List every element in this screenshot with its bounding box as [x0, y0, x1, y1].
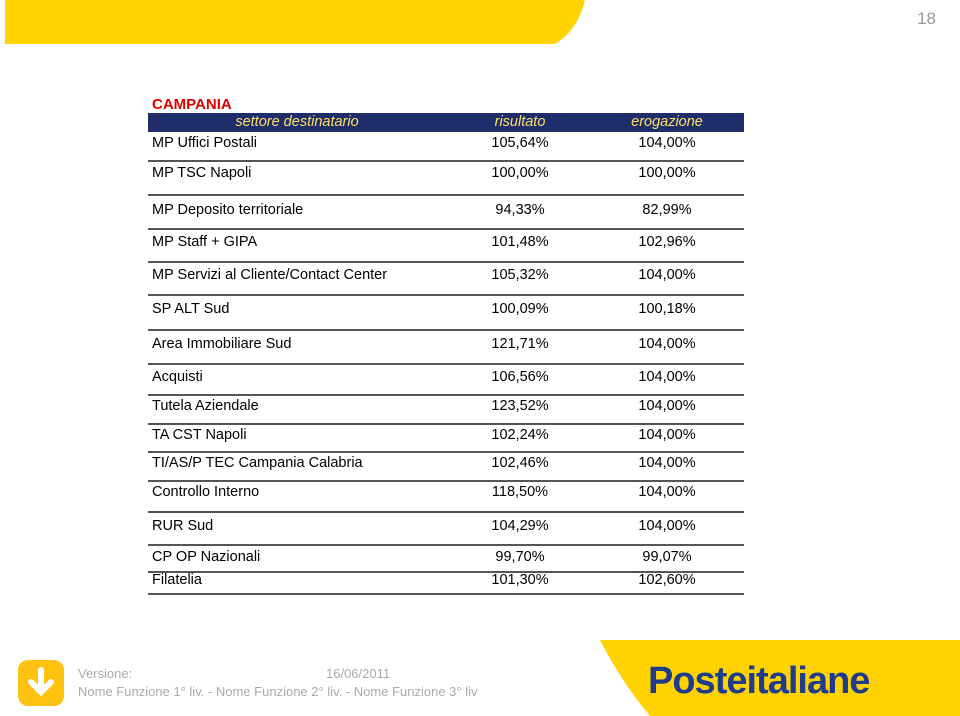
breadcrumb: Nome Funzione 1° liv. - Nome Funzione 2°…: [78, 684, 478, 699]
table-cell: 82,99%: [642, 202, 692, 218]
table-header: [148, 113, 744, 132]
table-cell: 106,56%: [491, 369, 549, 385]
row-separator: [148, 394, 744, 396]
logo: Posteitaliane: [648, 660, 870, 703]
table-cell: 121,71%: [491, 336, 549, 352]
table-cell: 94,33%: [495, 202, 545, 218]
row-separator: [148, 294, 744, 296]
table-cell: CP OP Nazionali: [152, 549, 261, 565]
column-header: risultato: [494, 114, 546, 130]
table-cell: MP Uffici Postali: [152, 135, 258, 151]
row-separator: [148, 544, 744, 546]
column-header: erogazione: [631, 114, 703, 130]
table-cell: 104,00%: [638, 518, 696, 534]
table-cell: 118,50%: [491, 484, 549, 500]
row-separator: [148, 194, 744, 196]
row-separator: [148, 160, 744, 162]
table-cell: 105,64%: [491, 135, 549, 151]
date: 16/06/2011: [326, 666, 391, 681]
row-separator: [148, 329, 744, 331]
table-cell: Acquisti: [152, 369, 203, 385]
table-cell: 104,00%: [638, 369, 696, 385]
table-cell: Tutela Aziendale: [152, 398, 259, 414]
table-cell: MP TSC Napoli: [152, 165, 252, 181]
row-separator: [148, 593, 744, 595]
table-cell: MP Deposito territoriale: [152, 202, 304, 218]
row-separator: [148, 363, 744, 365]
table-cell: 101,30%: [491, 572, 549, 588]
table-cell: Area Immobiliare Sud: [152, 336, 292, 352]
footer-icon: [18, 660, 64, 706]
table-cell: 99,07%: [642, 549, 692, 565]
table-cell: TI/AS/P TEC Campania Calabria: [152, 455, 363, 471]
table-cell: 123,52%: [491, 398, 549, 414]
table-cell: 104,00%: [638, 336, 696, 352]
version-label: Versione:: [78, 666, 133, 681]
table-cell: 104,00%: [638, 427, 696, 443]
column-header: settore destinatario: [235, 114, 359, 130]
table-cell: RUR Sud: [152, 518, 214, 534]
row-separator: [148, 480, 744, 482]
table-cell: 102,24%: [491, 427, 549, 443]
row-separator: [148, 261, 744, 263]
logo-part1: Poste: [648, 660, 747, 702]
logo-part2: italiane: [746, 660, 870, 702]
table-cell: 100,00%: [491, 165, 549, 181]
table-cell: Filatelia: [152, 572, 202, 588]
table-cell: 101,48%: [491, 234, 549, 250]
table-title: CAMPANIA: [152, 96, 232, 113]
row-separator: [148, 511, 744, 513]
table-cell: MP Staff + GIPA: [152, 234, 258, 250]
table-cell: 104,00%: [638, 135, 696, 151]
table-cell: 100,18%: [638, 301, 696, 317]
table-cell: 105,32%: [491, 267, 549, 283]
table-cell: 104,00%: [638, 484, 696, 500]
table-cell: TA CST Napoli: [152, 427, 247, 443]
page-number: 18: [917, 9, 936, 28]
table-cell: 100,00%: [638, 165, 696, 181]
logo-background: [600, 640, 960, 716]
banner-shape: [5, 0, 585, 44]
table-cell: 104,00%: [638, 455, 696, 471]
row-separator: [148, 423, 744, 425]
table-cell: 104,00%: [638, 398, 696, 414]
top-banner: [5, 0, 585, 44]
table-cell: 104,00%: [638, 267, 696, 283]
table-cell: 102,46%: [491, 455, 549, 471]
table-cell: 99,70%: [495, 549, 545, 565]
row-separator: [148, 451, 744, 453]
table-cell: 102,60%: [638, 572, 696, 588]
table-cell: 100,09%: [491, 301, 549, 317]
table-cell: Controllo Interno: [152, 484, 260, 500]
row-separator: [148, 571, 744, 573]
table-cell: MP Servizi al Cliente/Contact Center: [152, 267, 388, 283]
row-separator: [148, 228, 744, 230]
table-cell: 102,96%: [638, 234, 696, 250]
table-cell: 104,29%: [491, 518, 549, 534]
table-cell: SP ALT Sud: [152, 301, 230, 317]
